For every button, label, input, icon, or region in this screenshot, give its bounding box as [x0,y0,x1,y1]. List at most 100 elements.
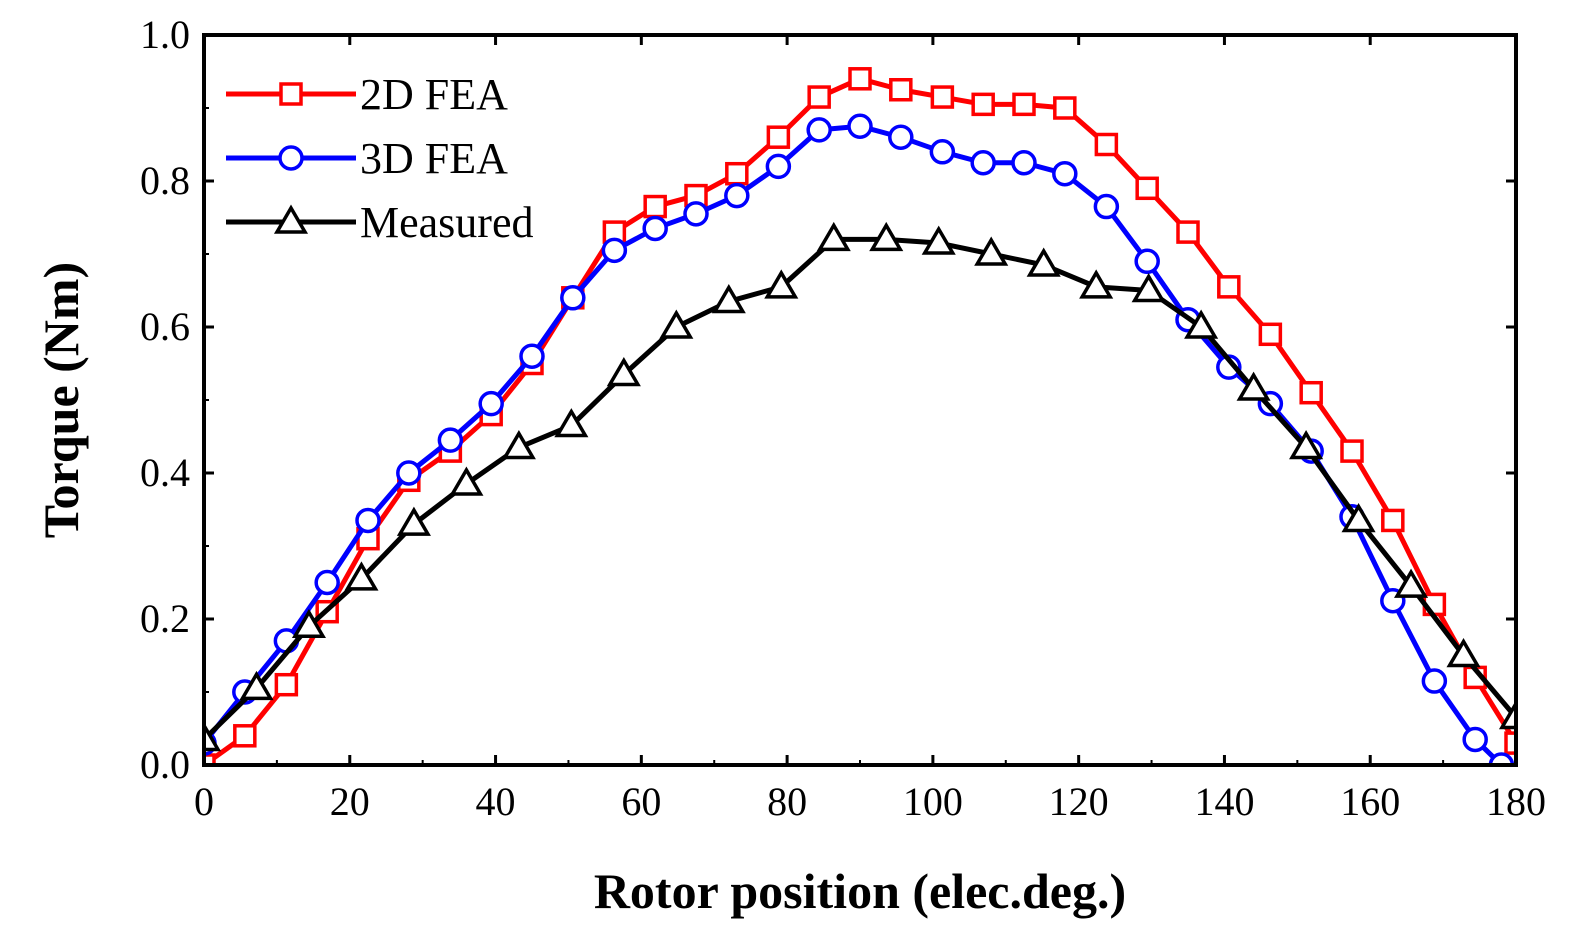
data-point-triangle [554,408,589,438]
data-point-circle [478,390,504,417]
data-point-triangle [659,309,694,339]
ticks-layer: 0 20 40 60 80 100 120 140 160 180 0.0 0.2 0.4 0.6 0.8 1… [140,12,1546,824]
data-point-circle [560,285,586,311]
data-point-square [1094,132,1119,157]
data-point-square [766,125,791,149]
legend-entry: 3D FEA [226,134,508,183]
data-point-triangle [204,721,222,752]
data-point-circle [929,139,956,165]
data-point-circle [601,237,628,264]
y-tick-label: 0.0 [140,742,190,787]
data-point-triangle [1393,568,1429,598]
legend-marker-square [279,82,303,106]
data-point-triangle [816,221,851,252]
data-point-circle [314,569,340,596]
x-tick-label: 0 [194,779,214,824]
data-point-triangle [291,608,327,639]
data-point-circle [806,117,832,143]
data-point-triangle [1026,247,1061,277]
data-point-circle [1134,248,1160,275]
data-point-circle [888,124,914,150]
series-measured [204,221,1516,752]
x-tick-label: 120 [1049,779,1109,824]
data-point-square [204,753,216,765]
data-point-square [1340,439,1364,463]
data-point-circle [1052,160,1078,187]
data-point-triangle [239,670,274,701]
legend-marker-circle [278,145,304,171]
legend-label: 3D FEA [360,134,508,183]
data-point-triangle [764,269,799,299]
data-point-square [848,67,872,91]
x-tick-label: 20 [330,779,370,824]
data-point-square [233,724,257,748]
data-point-triangle [344,561,379,591]
x-tick-label: 60 [621,779,661,824]
legend: 2D FEA 3D FEA Measured [226,70,534,247]
data-point-square [971,92,995,117]
data-point-square [1504,731,1516,755]
data-point-circle [724,182,750,209]
x-tick-label: 40 [476,779,516,824]
data-point-triangle [711,283,746,314]
data-point-triangle [449,466,484,496]
data-point-square [274,672,299,697]
data-point-circle [1093,193,1120,220]
data-point-circle [1011,150,1037,176]
legend-marker-triangle [273,204,309,234]
data-point-circle [642,215,668,242]
data-point-triangle [606,356,641,387]
data-point-square [1012,92,1036,117]
data-point-square [1381,508,1405,533]
y-tick-label: 1.0 [140,12,190,57]
data-point-triangle [1079,269,1114,299]
data-point-circle [765,153,792,180]
series-layer [204,67,1516,765]
data-point-triangle [396,506,431,536]
data-point-circle [1462,726,1488,753]
data-point-circle [847,113,873,139]
data-point-square [889,78,913,102]
data-point-circle [970,150,996,176]
data-point-circle [355,507,381,534]
data-point-square [1135,176,1159,201]
legend-entry: 2D FEA [226,70,508,119]
data-point-square [930,85,955,109]
data-point-triangle [1184,309,1219,339]
data-point-square [1258,322,1283,347]
legend-entry: Measured [226,198,534,247]
y-tick-label: 0.6 [140,304,190,349]
data-point-triangle [1446,638,1481,668]
data-point-circle [519,343,545,369]
data-point-triangle [869,221,904,252]
data-point-circle [396,460,422,486]
data-point-square [725,161,749,186]
y-tick-label: 0.2 [140,596,190,641]
data-point-triangle [1131,273,1166,303]
y-tick-label: 0.4 [140,450,190,495]
data-point-triangle [501,429,536,460]
data-point-triangle [921,225,956,255]
data-point-triangle [974,236,1009,266]
data-point-square [1053,96,1077,120]
legend-label: 2D FEA [360,70,508,119]
data-point-circle [437,427,464,453]
data-point-triangle [1341,502,1376,533]
y-tick-label: 0.8 [140,158,190,203]
data-point-triangle [1498,700,1516,730]
data-point-square [807,85,831,109]
x-tick-label: 140 [1194,779,1254,824]
x-tick-label: 180 [1486,779,1546,824]
x-tick-label: 100 [903,779,963,824]
data-point-square [1299,380,1323,405]
data-point-circle [1421,668,1448,694]
x-tick-label: 80 [767,779,807,824]
data-point-square [1217,275,1241,299]
y-axis-title: Torque (Nm) [33,262,89,538]
data-point-triangle [1236,371,1271,401]
data-point-circle [1488,752,1515,765]
legend-label: Measured [360,198,534,247]
series-line [204,236,1516,742]
x-tick-label: 160 [1340,779,1400,824]
